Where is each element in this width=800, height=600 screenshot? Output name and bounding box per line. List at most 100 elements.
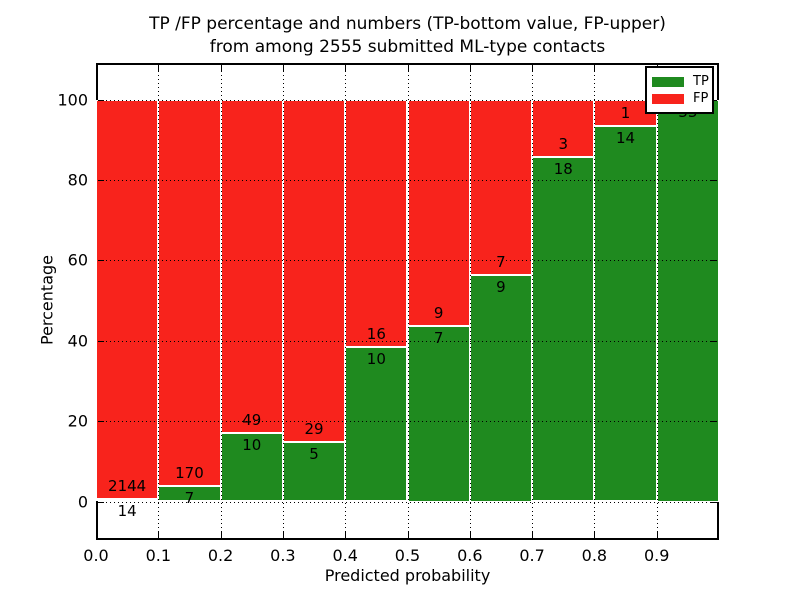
- grid-line-y: [98, 260, 717, 262]
- grid-line-x: [532, 63, 534, 540]
- axis-tick: [98, 421, 104, 423]
- axis-tick: [220, 65, 222, 71]
- bar-count-label-tp: 7: [433, 328, 444, 347]
- axis-tick: [158, 65, 160, 71]
- axis-tick: [469, 532, 471, 538]
- axis-tick: [158, 532, 160, 538]
- axis-tick: [282, 532, 284, 538]
- bar-segment-fp: [220, 99, 283, 434]
- x-tick-label: 0.7: [519, 546, 545, 565]
- grid-line-x: [656, 63, 658, 540]
- bar-count-label-fp: 9: [433, 303, 444, 322]
- axis-tick: [98, 340, 104, 342]
- axis-tick: [98, 501, 104, 503]
- bar-segment-fp: [469, 99, 533, 276]
- x-tick-label: 0.2: [207, 546, 234, 565]
- grid-line-y: [98, 179, 717, 181]
- axis-tick: [711, 421, 717, 423]
- chart-title-line1: TP /FP percentage and numbers (TP-bottom…: [149, 14, 666, 34]
- x-tick-label: 0.8: [581, 546, 608, 565]
- bar-segment-fp: [532, 99, 595, 157]
- axis-tick: [345, 65, 347, 71]
- y-tick-label: 20: [67, 411, 88, 431]
- y-tick-label: 60: [67, 250, 88, 270]
- legend-item-tp: TP: [652, 75, 712, 88]
- bar-count-label-tp: 9: [496, 278, 506, 297]
- axis-tick: [711, 501, 717, 503]
- fp-legend-swatch: [652, 93, 684, 104]
- grid-line-x: [345, 63, 347, 540]
- bar-count-label-fp: 29: [304, 420, 324, 439]
- x-tick-label: 0.6: [457, 546, 483, 565]
- bar-count-label-tp: 14: [117, 501, 137, 520]
- y-tick-label: 100: [57, 90, 88, 109]
- axis-tick: [469, 65, 471, 71]
- tp-legend-swatch: [652, 76, 684, 87]
- axis-tick: [656, 532, 658, 538]
- axis-tick: [220, 532, 222, 538]
- grid-line-x: [220, 63, 222, 540]
- axis-tick: [98, 260, 104, 262]
- axis-tick: [711, 260, 717, 262]
- x-tick-label: 0.0: [83, 546, 109, 565]
- bar-count-label-fp: 1: [620, 104, 631, 123]
- grid-line-y: [98, 99, 717, 101]
- axis-tick: [711, 179, 717, 181]
- axis-tick: [282, 65, 284, 71]
- grid-line-x: [469, 63, 471, 540]
- axis-tick: [594, 65, 596, 71]
- y-tick-label: 80: [67, 170, 88, 190]
- grid-line-y: [98, 340, 717, 342]
- chart-title: TP /FP percentage and numbers (TP-bottom…: [96, 13, 719, 59]
- axis-tick: [711, 340, 717, 342]
- bar-count-label-tp: 10: [366, 349, 386, 368]
- bar-segment-fp: [96, 99, 159, 499]
- bar-count-label-fp: 49: [242, 411, 262, 430]
- bar-segment-fp: [407, 99, 470, 326]
- axis-tick: [98, 179, 104, 181]
- grid-line-x: [407, 63, 409, 540]
- axis-tick: [407, 65, 409, 71]
- grid-line-x: [158, 63, 160, 540]
- x-tick-label: 0.4: [332, 546, 358, 565]
- axis-tick: [594, 532, 596, 538]
- bar-count-label-fp: 16: [366, 324, 386, 343]
- grid-line-y: [98, 421, 717, 423]
- chart-title-line2: from among 2555 submitted ML-type contac…: [209, 37, 606, 57]
- grid-line-y: [98, 501, 717, 503]
- bar-segment-fp: [345, 99, 408, 347]
- bar-count-label-fp: 2144: [108, 476, 147, 495]
- axis-tick: [532, 532, 534, 538]
- bar-segment-tp: [656, 99, 719, 502]
- axis-tick: [711, 99, 717, 101]
- bar-count-label-tp: 5: [309, 445, 319, 464]
- bar-segment-fp: [282, 99, 346, 443]
- bar-count-label-tp: 7: [184, 488, 195, 507]
- bar-segment-tp: [345, 346, 408, 502]
- bar-count-label-tp: 14: [616, 129, 636, 148]
- axis-tick: [345, 532, 347, 538]
- bar-segment-tp: [469, 275, 533, 502]
- bar-segment-tp: [532, 156, 595, 502]
- tp-legend-label: TP: [693, 74, 709, 89]
- bar-segment-tp: [594, 126, 657, 502]
- bar-segment-tp: [96, 498, 159, 502]
- x-axis-label: Predicted probability: [324, 566, 491, 585]
- y-tick-label: 40: [67, 331, 88, 351]
- axis-tick: [407, 532, 409, 538]
- bar-segment-tp: [220, 433, 283, 502]
- x-tick-label: 0.5: [394, 546, 421, 565]
- fp-legend-label: FP: [693, 91, 709, 106]
- legend: TP FP: [645, 66, 714, 114]
- bar-count-label-tp: 10: [242, 436, 262, 455]
- bar-count-label-fp: 170: [175, 463, 204, 482]
- bar-count-label-fp: 7: [496, 253, 506, 272]
- grid-line-x: [594, 63, 596, 540]
- x-tick-label: 0.9: [643, 546, 670, 565]
- legend-item-fp: FP: [652, 92, 712, 105]
- axis-tick: [96, 532, 97, 538]
- axis-tick: [96, 65, 97, 71]
- axis-tick: [98, 99, 104, 101]
